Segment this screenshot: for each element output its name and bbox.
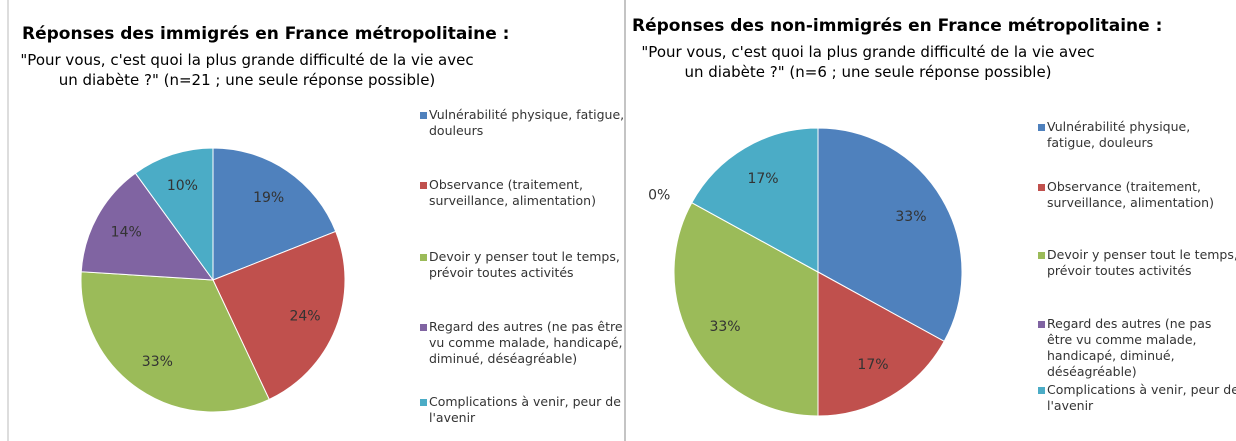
pie-slice (817, 271, 945, 417)
pie-slice (80, 172, 215, 281)
legend-label: Complications à venir, peur de l'avenir (429, 394, 621, 425)
legend-swatch (420, 324, 427, 331)
data-label: 33% (709, 319, 740, 335)
pie-slice (691, 127, 819, 273)
legend-swatch (420, 182, 427, 189)
legend-swatch (420, 112, 427, 119)
legend-label: Observance (traitement, surveillance, al… (429, 177, 596, 208)
legend-label: Regard des autres (ne pas être vu comme … (429, 319, 623, 366)
legend-label: Complications à venir, peur de l'avenir (1047, 382, 1236, 413)
legend-label: Regard des autres (ne pas être vu comme … (1047, 316, 1212, 379)
legend-label: Observance (traitement, surveillance, al… (1047, 179, 1214, 210)
legend-swatch (420, 254, 427, 261)
chart-subtitle: "Pour vous, c'est quoi la plus grande di… (20, 51, 474, 89)
data-label: 17% (747, 171, 778, 187)
legend-swatch (1038, 184, 1045, 191)
legend-swatch (420, 399, 427, 406)
legend-swatch (1038, 321, 1045, 328)
legend-label: Vulnérabilité physique, fatigue, douleur… (429, 107, 625, 138)
data-label: 33% (142, 354, 173, 370)
data-label: 10% (167, 178, 198, 194)
data-label: 14% (111, 224, 142, 240)
data-label: 0% (648, 188, 670, 204)
pie-slice (817, 127, 963, 343)
chart-subtitle: "Pour vous, c'est quoi la plus grande di… (641, 43, 1095, 81)
legend-label: Devoir y penser tout le temps, prévoir t… (1047, 247, 1236, 278)
legend-swatch (1038, 252, 1045, 259)
pie-slice (212, 230, 346, 401)
legend-swatch (1038, 124, 1045, 131)
pie-slice (673, 201, 819, 417)
data-label: 19% (253, 190, 284, 206)
chart-title: Réponses des non-immigrés en France métr… (632, 16, 1163, 36)
pie-slice (134, 147, 214, 282)
legend-swatch (1038, 387, 1045, 394)
data-label: 24% (289, 308, 320, 324)
legend-label: Devoir y penser tout le temps, prévoir t… (429, 249, 620, 280)
data-label: 17% (857, 357, 888, 373)
chart-title: Réponses des immigrés en France métropol… (22, 24, 510, 44)
legend-label: Vulnérabilité physique, fatigue, douleur… (1047, 119, 1191, 150)
pie-slice (80, 271, 270, 413)
data-label: 33% (895, 209, 926, 225)
pie-slice (212, 147, 337, 281)
